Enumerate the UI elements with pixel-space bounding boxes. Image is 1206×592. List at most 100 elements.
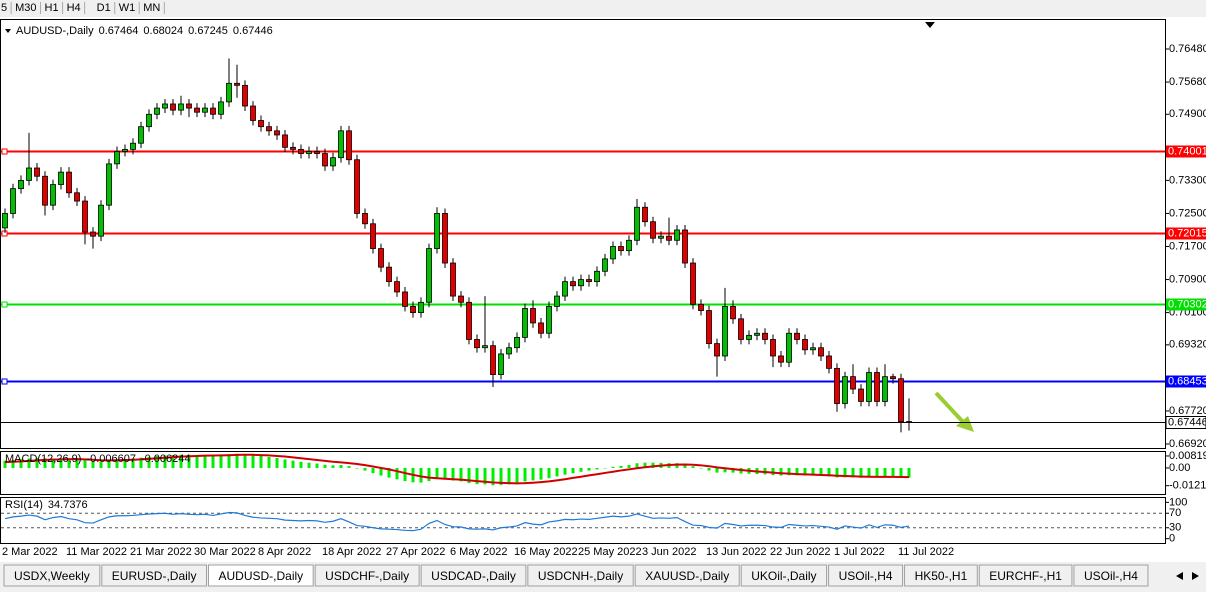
timeframe-button[interactable]: H4 [67, 2, 81, 14]
y-tick-label: 0 [1169, 533, 1175, 545]
histogram-bar [907, 467, 911, 478]
timeframe-button[interactable]: D1 [97, 2, 111, 14]
histogram-bar [259, 455, 263, 468]
candle-body [322, 153, 328, 167]
histogram-bar [195, 454, 199, 468]
candle-body [842, 376, 848, 404]
timeframe-button[interactable]: 5 [1, 2, 7, 14]
y-tick-label: 0.66920 [1169, 438, 1206, 450]
tab-background[interactable] [634, 564, 740, 587]
chart-tab-label[interactable]: EURCHF-,H1 [989, 569, 1062, 583]
arrow-shaft [934, 391, 966, 425]
tab-background[interactable] [101, 564, 207, 587]
candle-body [602, 258, 608, 272]
pane-header-text: 0.67464 [99, 25, 139, 37]
tab-background[interactable] [978, 564, 1073, 587]
histogram-bar [91, 461, 95, 468]
tab-background[interactable] [3, 564, 101, 587]
histogram-bar [355, 467, 359, 469]
tab-background[interactable] [740, 564, 828, 587]
level-handle [1, 301, 8, 308]
candle-body [170, 103, 176, 111]
timeframe-button[interactable]: H1 [45, 2, 59, 14]
chart-tab-label[interactable]: USOil-,H4 [839, 569, 893, 583]
candle-body [562, 281, 568, 297]
histogram-bar [515, 467, 519, 484]
tab-scroll-left[interactable] [1176, 572, 1183, 580]
chart-tab-label[interactable]: USDCNH-,Daily [538, 569, 623, 583]
current-price-box [1165, 416, 1206, 429]
current-price-label: 0.67446 [1168, 416, 1206, 428]
histogram-bar [787, 467, 791, 476]
candle-body [90, 231, 96, 237]
shift-marker [925, 22, 935, 28]
level-price-label: 0.68453 [1168, 375, 1206, 387]
histogram-bar [51, 458, 55, 468]
histogram-bar [139, 457, 143, 468]
y-tick-label: 0.76480 [1169, 43, 1206, 55]
histogram-bar [275, 458, 279, 468]
chart-tab-label[interactable]: USDX,Weekly [14, 569, 90, 583]
y-tick-label: 30 [1169, 522, 1181, 534]
signal-line [4, 453, 910, 485]
candle-body [522, 308, 528, 338]
chart-tab-label[interactable]: UKOil-,Daily [751, 569, 816, 583]
tab-scroll-right[interactable] [1192, 572, 1199, 580]
level-price-box [1166, 227, 1206, 240]
candle-body [450, 262, 456, 297]
candle-body [82, 200, 88, 233]
histogram-bar [443, 467, 447, 480]
chart-tabs: USDX,Weekly EURUSD-,Daily AUDUSD-,Daily USD… [3, 564, 1149, 587]
histogram-bar [323, 464, 327, 468]
tab-background[interactable] [1073, 564, 1149, 587]
chart-tab-label[interactable]: XAUUSD-,Daily [645, 569, 729, 583]
tab-background[interactable] [527, 564, 634, 587]
tab-background[interactable] [420, 564, 527, 587]
histogram-bar [219, 455, 223, 468]
x-tick-label: 25 May 2022 [578, 546, 642, 558]
candle-body [706, 310, 712, 344]
candle-body [290, 146, 296, 150]
candle-body [194, 107, 200, 113]
y-tick-label: 0.69320 [1169, 339, 1206, 351]
histogram-bar [83, 460, 87, 468]
chart-tab-label[interactable]: USDCAD-,Daily [431, 569, 516, 583]
tab-background[interactable] [904, 564, 978, 587]
candle-body [778, 355, 784, 363]
candle-body [234, 82, 240, 86]
histogram-bar [283, 459, 287, 468]
chart-tab-label[interactable]: EURUSD-,Daily [112, 569, 197, 583]
histogram-bar [459, 467, 463, 482]
chart-tab-label[interactable]: USOil-,H4 [1084, 569, 1138, 583]
candle-body [218, 101, 224, 115]
candle-body [74, 192, 80, 202]
chart-tab-label[interactable]: USDCHF-,Daily [325, 569, 409, 583]
candle-body [242, 84, 248, 107]
candle-body [890, 376, 896, 380]
tab-background[interactable] [828, 564, 904, 587]
histogram-bar [699, 467, 703, 469]
histogram-bar [795, 467, 799, 476]
chart-tab-label[interactable]: HK50-,H1 [915, 569, 968, 583]
timeframe-button[interactable]: MN [143, 2, 160, 14]
candle-body [186, 103, 192, 109]
histogram-bar [427, 467, 431, 482]
candle-body [770, 339, 776, 357]
histogram-bar [531, 467, 535, 481]
histogram-bar [691, 466, 695, 468]
candle-body [714, 343, 720, 357]
chart-tab-label[interactable]: AUDUSD-,Daily [218, 569, 303, 583]
histogram-bar [315, 463, 319, 468]
candle-body [882, 376, 888, 402]
tab-background[interactable] [207, 564, 314, 587]
timeframe-button[interactable]: W1 [119, 2, 136, 14]
candle-body [370, 223, 376, 249]
candle-body [258, 120, 264, 128]
histogram-bar [875, 467, 879, 478]
candle-body [514, 336, 520, 349]
histogram-bar [579, 467, 583, 472]
timeframe-button[interactable]: M30 [15, 2, 36, 14]
x-tick-label: 13 Jun 2022 [706, 546, 767, 558]
x-tick-label: 18 Apr 2022 [322, 546, 381, 558]
tab-background[interactable] [314, 564, 420, 587]
